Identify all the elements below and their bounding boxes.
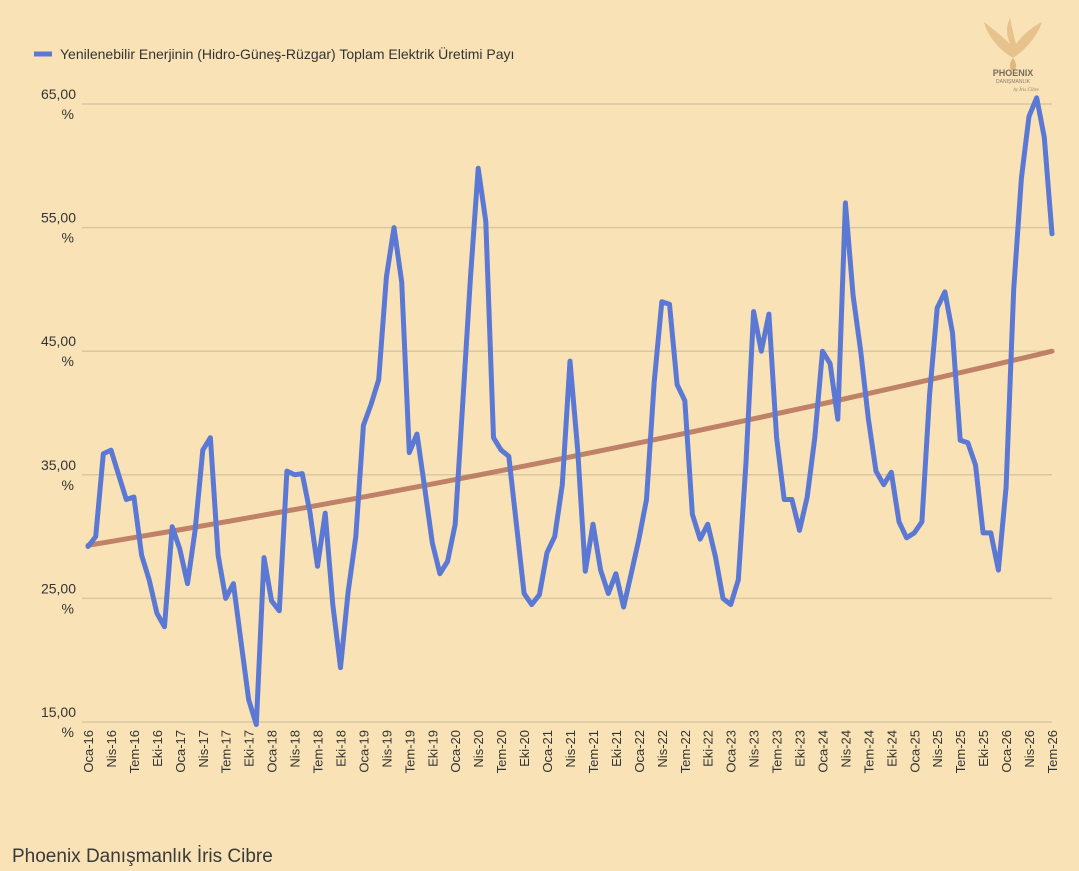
y-tick-unit: % xyxy=(62,353,74,369)
trend-line xyxy=(85,348,1055,548)
x-tick-label: Oca-18 xyxy=(265,730,280,773)
x-tick-label: Tem-21 xyxy=(586,730,601,773)
x-tick-label: Tem-17 xyxy=(219,730,234,773)
x-tick-label: Tem-22 xyxy=(678,730,693,773)
x-tick-label: Oca-16 xyxy=(81,730,96,773)
x-tick-label: Eki-23 xyxy=(793,730,808,767)
x-tick-label: Nis-19 xyxy=(379,730,394,768)
x-tick-label: Eki-20 xyxy=(517,730,532,767)
y-tick-unit: % xyxy=(62,600,74,616)
x-tick-label: Nis-24 xyxy=(838,730,853,768)
legend: Yenilenebilir Enerjinin (Hidro-Güneş-Rüz… xyxy=(34,45,514,62)
x-tick-label: Oca-25 xyxy=(907,730,922,773)
gridlines xyxy=(82,103,1052,723)
x-tick-label: Tem-26 xyxy=(1045,730,1060,773)
x-tick-label: Tem-23 xyxy=(770,730,785,773)
x-tick-label: Eki-16 xyxy=(150,730,165,767)
x-tick-label: Nis-22 xyxy=(655,730,670,768)
x-tick-label: Oca-19 xyxy=(356,730,371,773)
x-tick-label: Tem-19 xyxy=(402,730,417,773)
legend-label: Yenilenebilir Enerjinin (Hidro-Güneş-Rüz… xyxy=(60,45,514,62)
x-tick-label: Oca-17 xyxy=(173,730,188,773)
y-tick-unit: % xyxy=(62,230,74,246)
footer-credit: Phoenix Danışmanlık İris Cibre xyxy=(12,846,273,867)
logo-name: PHOENIX xyxy=(993,68,1034,78)
phoenix-logo: PHOENIX DANIŞMANLIK by İris Cibre xyxy=(984,18,1042,93)
x-tick-label: Oca-23 xyxy=(724,730,739,773)
x-tick-label: Eki-17 xyxy=(242,730,257,767)
x-tick-label: Nis-26 xyxy=(1022,730,1037,768)
x-tick-label: Oca-21 xyxy=(540,730,555,773)
x-axis-ticks: Oca-16 Nis-16 Tem-16 Eki-16 Oca-17 Nis-17 Tem-… xyxy=(81,730,1060,773)
x-tick-label: Eki-22 xyxy=(701,730,716,767)
x-tick-label: Tem-16 xyxy=(127,730,142,773)
x-tick-label: Nis-25 xyxy=(930,730,945,768)
x-tick-label: Tem-18 xyxy=(311,730,326,773)
x-tick-label: Nis-20 xyxy=(471,730,486,768)
y-tick-label: 45,00 xyxy=(41,333,76,349)
x-tick-label: Oca-24 xyxy=(815,730,830,773)
logo-subtitle: DANIŞMANLIK xyxy=(996,79,1031,85)
x-tick-label: Oca-26 xyxy=(999,730,1014,773)
y-tick-unit: % xyxy=(62,724,74,740)
y-tick-label: 15,00 xyxy=(41,704,76,720)
x-tick-label: Oca-22 xyxy=(632,730,647,773)
logo-signature: by İris Cibre xyxy=(1013,87,1039,93)
y-tick-unit: % xyxy=(62,477,74,493)
x-tick-label: Tem-25 xyxy=(953,730,968,773)
x-tick-label: Nis-17 xyxy=(196,730,211,768)
x-tick-label: Nis-16 xyxy=(104,730,119,768)
x-tick-label: Eki-24 xyxy=(884,730,899,767)
series-line xyxy=(85,95,1055,727)
x-tick-label: Nis-23 xyxy=(747,730,762,768)
x-tick-label: Eki-19 xyxy=(425,730,440,767)
y-axis-ticks: 15,00% 25,00% 35,00% 45,00% 55,00% 65,00% xyxy=(41,86,76,740)
x-tick-label: Nis-18 xyxy=(288,730,303,768)
x-tick-label: Nis-21 xyxy=(563,730,578,768)
y-tick-unit: % xyxy=(62,106,74,122)
x-tick-label: Eki-25 xyxy=(976,730,991,767)
y-tick-label: 35,00 xyxy=(41,457,76,473)
phoenix-bird-icon xyxy=(984,18,1042,70)
y-tick-label: 25,00 xyxy=(41,580,76,596)
x-tick-label: Tem-20 xyxy=(494,730,509,773)
y-tick-label: 55,00 xyxy=(41,210,76,226)
x-tick-label: Eki-18 xyxy=(333,730,348,767)
x-tick-label: Oca-20 xyxy=(448,730,463,773)
x-tick-label: Eki-21 xyxy=(609,730,624,767)
x-tick-label: Tem-24 xyxy=(861,730,876,773)
y-tick-label: 65,00 xyxy=(41,86,76,102)
